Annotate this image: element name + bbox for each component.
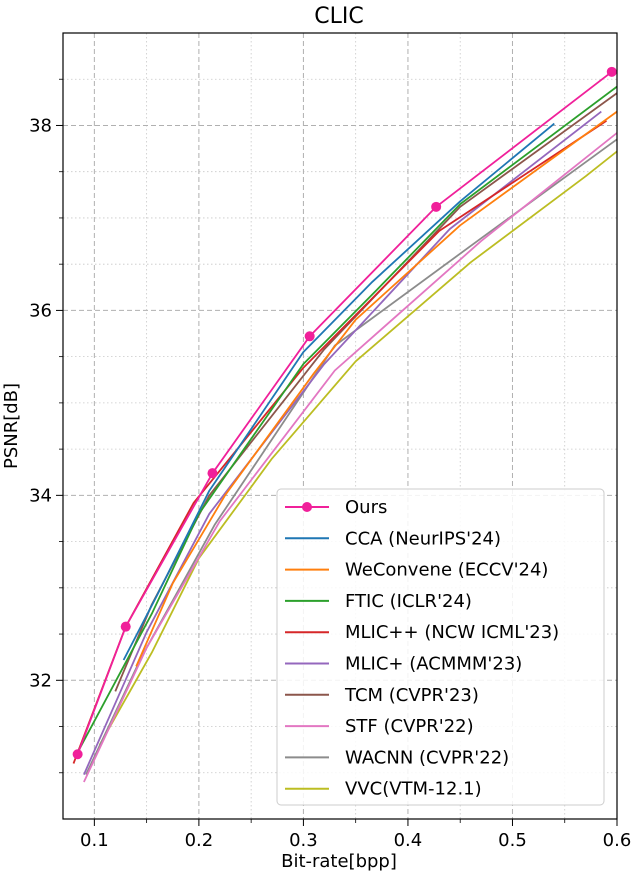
legend-label-weconvene-eccv-24: WeConvene (ECCV'24) xyxy=(345,560,548,581)
x-tick-label: 0.4 xyxy=(394,830,423,851)
series-group xyxy=(72,66,617,783)
x-tick-label: 0.6 xyxy=(603,830,632,851)
plot-frame xyxy=(62,32,618,820)
legend-label-ours: Ours xyxy=(345,497,387,518)
x-tick-label: 0.1 xyxy=(80,830,109,851)
legend-marker-ours xyxy=(302,502,312,512)
legend-label-stf-cvpr-22: STF (CVPR'22) xyxy=(345,716,474,737)
data-point-ours xyxy=(207,468,218,479)
y-tick-label: 38 xyxy=(29,115,52,136)
series-clip-group xyxy=(72,66,617,783)
series-line-stf-cvpr-22 xyxy=(83,132,617,783)
series-line-weconvene-eccv-24 xyxy=(135,110,617,667)
legend-label-mlic-ncw-icml-23: MLIC++ (NCW ICML'23) xyxy=(345,622,559,643)
chart-title: CLIC xyxy=(314,4,363,29)
data-point-ours xyxy=(304,331,315,342)
legend-box xyxy=(276,488,605,806)
y-axis-label: PSNR[dB] xyxy=(1,383,22,469)
legend-label-cca-neurips-24: CCA (NeurIPS'24) xyxy=(345,528,501,549)
x-axis-label: Bit-rate[bpp] xyxy=(281,851,397,872)
y-tick-label: 34 xyxy=(29,485,52,506)
x-tick-label: 0.3 xyxy=(289,830,318,851)
legend-label-ftic-iclr-24: FTIC (ICLR'24) xyxy=(345,591,472,612)
data-point-ours xyxy=(120,621,131,632)
series-line-cca-neurips-24 xyxy=(122,122,555,661)
y-tick-label: 36 xyxy=(29,300,52,321)
legend-label-wacnn-cvpr-22: WACNN (CVPR'22) xyxy=(345,747,509,768)
data-point-ours xyxy=(72,749,83,760)
y-tick-label: 32 xyxy=(29,670,52,691)
legend: Ours CCA (NeurIPS'24) WeConvene (ECCV'24) F… xyxy=(276,488,605,806)
legend-label-vvc-vtm-12-1: VVC(VTM-12.1) xyxy=(345,779,482,800)
legend-label-tcm-cvpr-23: TCM (CVPR'23) xyxy=(344,685,479,706)
data-point-ours xyxy=(431,201,442,212)
axis-ticks: 0.1 0.2 0.3 0.4 0.5 0.6 32 34 36 38 xyxy=(29,78,632,851)
legend-label-mlic-acmmm-23: MLIC+ (ACMMM'23) xyxy=(345,654,522,675)
x-tick-label: 0.5 xyxy=(498,830,527,851)
series-line-ours xyxy=(76,71,613,755)
series-line-vvc-vtm-12-1 xyxy=(98,150,617,746)
series-line-ftic-iclr-24 xyxy=(75,85,617,755)
data-point-ours xyxy=(606,66,617,77)
x-tick-label: 0.2 xyxy=(185,830,214,851)
